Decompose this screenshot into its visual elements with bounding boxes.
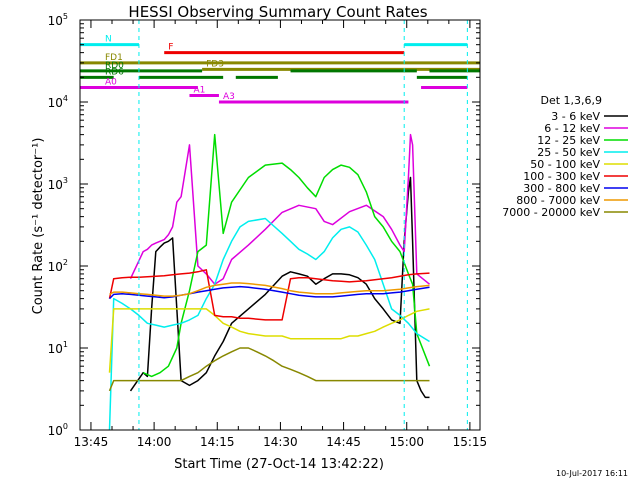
x-tick-label-3: 14:30 <box>263 435 298 449</box>
y-tick-label-3: 103 <box>48 176 68 192</box>
legend-label-1: 6 - 12 keV <box>544 122 600 135</box>
series-line-1 <box>129 133 430 285</box>
legend-label-5: 100 - 300 keV <box>523 170 600 183</box>
y-tick-label-0: 100 <box>48 422 68 438</box>
x-axis: 13:45 14:00 14:15 14:30 14:45 15:00 15:15 <box>74 20 488 449</box>
legend-label-6: 300 - 800 keV <box>523 182 600 195</box>
y-tick-label-5: 105 <box>48 12 68 28</box>
legend-label-4: 50 - 100 keV <box>530 158 600 171</box>
footer-timestamp: 10-Jul-2017 16:11 <box>556 469 628 478</box>
chart-title: HESSI Observing Summary Count Rates <box>128 3 427 21</box>
series-line-7 <box>109 282 430 297</box>
series-line-2 <box>142 133 431 378</box>
y-tick-label-2: 102 <box>48 258 68 274</box>
legend-label-8: 7000 - 20000 keV <box>502 206 600 219</box>
flag-label-6: A0 <box>105 78 117 88</box>
x-tick-label-1: 14:00 <box>137 435 172 449</box>
series-group <box>108 133 431 431</box>
flag-label-2: FD1 <box>105 53 123 63</box>
legend-label-3: 25 - 50 keV <box>537 146 600 159</box>
series-line-5 <box>108 269 430 321</box>
x-tick-label-5: 15:00 <box>389 435 424 449</box>
series-line-3 <box>108 217 430 431</box>
legend-label-2: 12 - 25 keV <box>537 134 600 147</box>
legend-label-0: 3 - 6 keV <box>551 110 600 123</box>
plot-frame <box>79 19 481 431</box>
y-axis-label: Count Rate (s⁻¹ detector⁻¹) <box>31 138 46 315</box>
series-line-6 <box>108 285 430 300</box>
flag-label-8: A3 <box>223 92 235 102</box>
x-axis-label: Start Time (27-Oct-14 13:42:22) <box>174 457 384 472</box>
vertical-markers <box>138 20 468 430</box>
series-line-8 <box>108 347 430 392</box>
x-tick-label-2: 14:15 <box>200 435 235 449</box>
legend-label-7: 800 - 7000 keV <box>516 194 600 207</box>
flag-label-0: N <box>105 35 112 45</box>
legend-title: Det 1,3,6,9 <box>540 94 602 107</box>
x-tick-label-6: 15:15 <box>453 435 488 449</box>
series-line-4 <box>108 308 430 373</box>
flag-label-3: FD3 <box>206 59 224 69</box>
flag-label-1: F <box>168 43 173 53</box>
y-tick-label-4: 104 <box>48 94 68 110</box>
x-tick-label-0: 13:45 <box>74 435 109 449</box>
x-tick-label-4: 14:45 <box>326 435 361 449</box>
flag-label-4: RD0 <box>105 61 124 71</box>
y-tick-label-1: 101 <box>48 340 68 356</box>
flag-label-5: RD6 <box>105 67 124 77</box>
flag-label-7: A1 <box>193 86 205 96</box>
